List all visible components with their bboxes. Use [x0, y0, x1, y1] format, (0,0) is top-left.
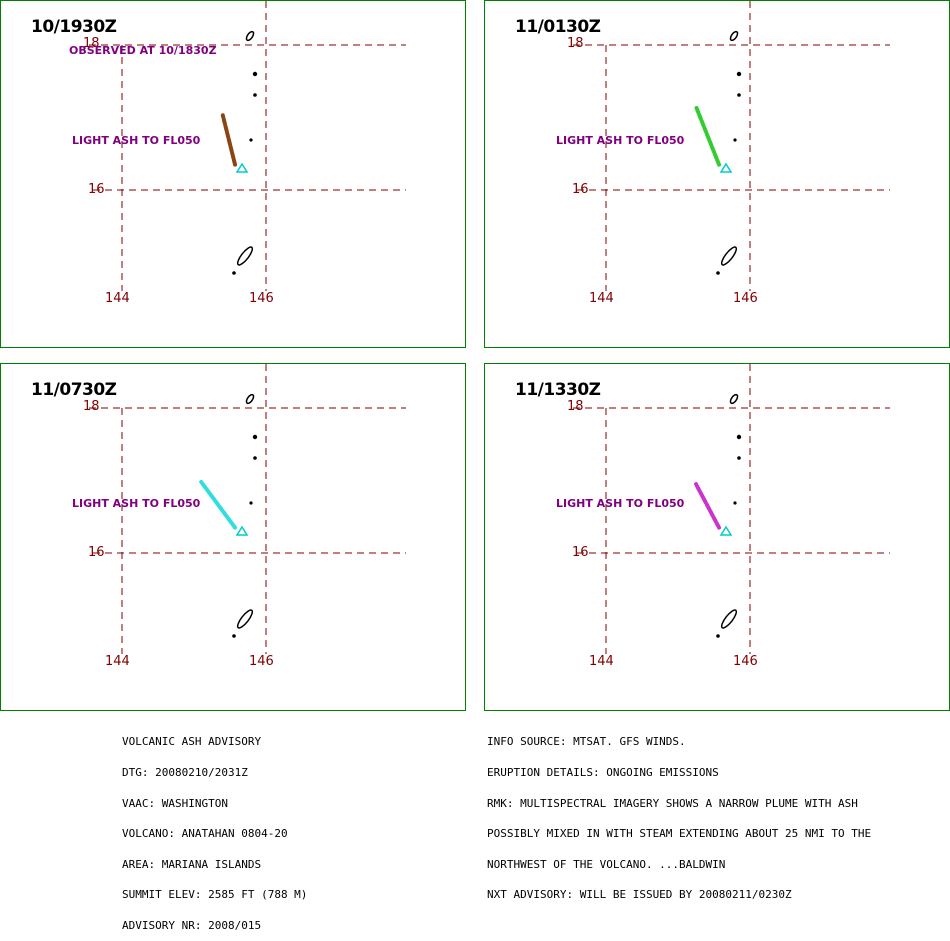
ash-plume	[694, 482, 722, 530]
island-farallon	[245, 30, 255, 42]
lon-label-146: 146	[733, 291, 758, 306]
island-tinian	[232, 271, 236, 275]
island-farallon	[729, 393, 739, 405]
advisory-line: DTG: 20080210/2031Z	[122, 766, 248, 780]
map-panel-4: 11/1330Z 18 16 144 146 LIGHT ASH TO FL05…	[484, 363, 950, 711]
advisory-line: RMK: MULTISPECTRAL IMAGERY SHOWS A NARRO…	[487, 796, 858, 810]
advisory-line: POSSIBLY MIXED IN WITH STEAM EXTENDING A…	[487, 827, 872, 841]
island-saipan	[236, 246, 254, 266]
island-saipan	[720, 246, 738, 266]
island-tinian	[716, 634, 720, 638]
lon-label-146: 146	[249, 291, 274, 306]
island-farallon	[245, 393, 255, 405]
map-svg	[573, 364, 890, 654]
observed-time-label: OBSERVED AT 10/1830Z	[69, 44, 217, 57]
ash-label: LIGHT ASH TO FL050	[556, 134, 685, 147]
island-agrihan	[733, 138, 737, 142]
lat-label-16: 16	[88, 182, 105, 197]
lat-label-18: 18	[567, 36, 584, 51]
island-tinian	[716, 271, 720, 275]
panel-time: 11/0130Z	[515, 17, 601, 37]
volcano-marker	[719, 525, 733, 536]
map-svg	[89, 1, 406, 291]
advisory-line: VOLCANIC ASH ADVISORY	[122, 735, 262, 749]
map-panel-3: 11/0730Z 18 16 144 146 LIGHT ASH TO FL05…	[0, 363, 466, 711]
panel-time: 11/1330Z	[515, 380, 601, 400]
volcano-marker	[235, 525, 249, 536]
lat-label-18: 18	[83, 399, 100, 414]
island-maug	[736, 434, 742, 440]
lon-label-146: 146	[733, 654, 758, 669]
map-svg	[573, 1, 890, 291]
island-saipan	[720, 609, 738, 629]
advisory-line: ERUPTION DETAILS: ONGOING EMISSIONS	[487, 766, 719, 780]
island-maug	[252, 71, 258, 77]
lon-label-144: 144	[589, 291, 614, 306]
island-asuncion	[737, 456, 741, 460]
island-asuncion	[253, 456, 257, 460]
island-agrihan	[249, 501, 253, 505]
lon-label-146: 146	[249, 654, 274, 669]
advisory-line: VAAC: WASHINGTON	[122, 796, 228, 810]
ash-plume	[220, 113, 238, 167]
map-panel-2: 11/0130Z 18 16 144 146 LIGHT ASH TO FL05…	[484, 0, 950, 348]
ash-label: LIGHT ASH TO FL050	[72, 134, 201, 147]
lat-label-16: 16	[572, 182, 589, 197]
advisory-line: ADVISORY NR: 2008/015	[122, 919, 262, 933]
volcano-marker	[719, 162, 733, 173]
lat-label-18: 18	[567, 399, 584, 414]
lon-label-144: 144	[589, 654, 614, 669]
island-saipan	[236, 609, 254, 629]
volcano-marker	[235, 162, 249, 173]
map-svg	[89, 364, 406, 654]
lat-label-16: 16	[572, 545, 589, 560]
ash-label: LIGHT ASH TO FL050	[72, 497, 201, 510]
island-agrihan	[733, 501, 737, 505]
advisory-header: VOLCANIC ASH ADVISORY DTG: 20080210/2031…	[122, 717, 307, 941]
advisory-line: NORTHWEST OF THE VOLCANO. ...BALDWIN	[487, 857, 726, 871]
island-tinian	[232, 634, 236, 638]
panel-time: 10/1930Z	[31, 17, 117, 37]
advisory-details: INFO SOURCE: MTSAT. GFS WINDS. ERUPTION …	[487, 717, 871, 911]
lon-label-144: 144	[105, 291, 130, 306]
advisory-line: INFO SOURCE: MTSAT. GFS WINDS.	[487, 735, 686, 749]
island-maug	[252, 434, 258, 440]
ash-label: LIGHT ASH TO FL050	[556, 497, 685, 510]
advisory-line: SUMMIT ELEV: 2585 FT (788 M)	[122, 888, 308, 902]
ash-plume	[694, 104, 722, 167]
island-agrihan	[249, 138, 253, 142]
advisory-line: AREA: MARIANA ISLANDS	[122, 857, 262, 871]
island-asuncion	[737, 93, 741, 97]
panel-time: 11/0730Z	[31, 380, 117, 400]
advisory-line: VOLCANO: ANATAHAN 0804-20	[122, 827, 288, 841]
island-asuncion	[253, 93, 257, 97]
advisory-line: NXT ADVISORY: WILL BE ISSUED BY 20080211…	[487, 888, 792, 902]
lon-label-144: 144	[105, 654, 130, 669]
island-farallon	[729, 30, 739, 42]
lat-label-16: 16	[88, 545, 105, 560]
island-maug	[736, 71, 742, 77]
lat-label-18: 18	[83, 36, 100, 51]
ash-plume	[199, 479, 238, 530]
map-panel-1: 10/1930Z 18 16 144 146 OBSERVED AT 10/18…	[0, 0, 466, 348]
